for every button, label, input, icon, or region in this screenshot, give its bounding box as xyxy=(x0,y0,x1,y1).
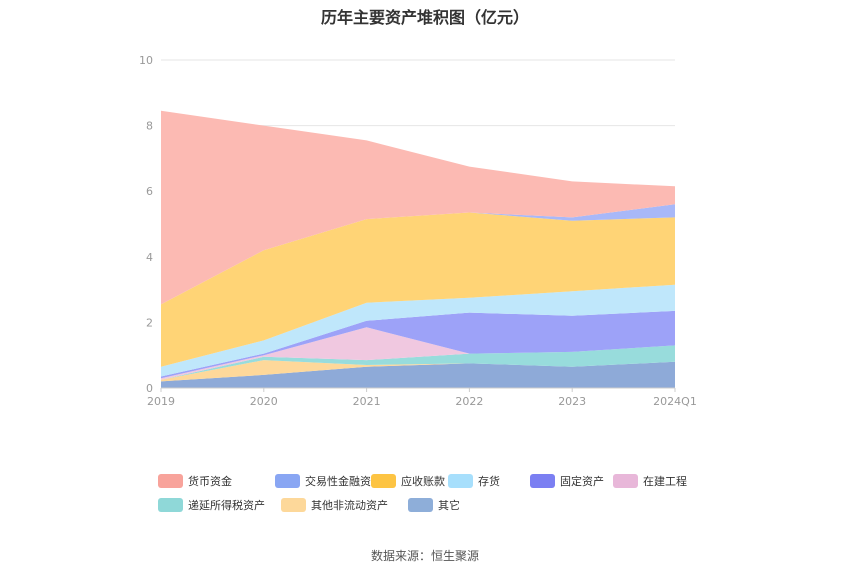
y-tick-label: 4 xyxy=(146,251,153,264)
legend-item[interactable]: 递延所得税资产 xyxy=(158,496,265,514)
y-tick-label: 6 xyxy=(146,185,153,198)
legend-item[interactable]: 其它 xyxy=(408,496,460,514)
legend-label: 货币资金 xyxy=(188,475,232,488)
legend-swatch xyxy=(371,474,396,488)
legend-item[interactable]: 固定资产 xyxy=(530,472,604,490)
legend-label: 交易性金融资产 xyxy=(305,475,382,488)
legend-item[interactable]: 货币资金 xyxy=(158,472,232,490)
x-tick-label: 2023 xyxy=(558,395,586,408)
area-series-7 xyxy=(161,204,675,305)
area-series-4 xyxy=(161,310,675,379)
x-tick-label: 2024Q1 xyxy=(653,395,697,408)
y-tick-label: 8 xyxy=(146,120,153,133)
legend-swatch xyxy=(448,474,473,488)
legend-swatch xyxy=(275,474,300,488)
area-series-1 xyxy=(161,360,675,382)
area-series-2 xyxy=(161,345,675,380)
x-tick-label: 2020 xyxy=(250,395,278,408)
legend-item[interactable]: 在建工程 xyxy=(613,472,687,490)
legend-swatch xyxy=(530,474,555,488)
legend-label: 递延所得税资产 xyxy=(188,499,265,512)
legend-swatch xyxy=(408,498,433,512)
axes: 0 2 4 6 8 10 2019 2020 2021 2022 2023 2024Q1 xyxy=(139,54,697,408)
legend-label: 其它 xyxy=(438,499,460,512)
legend-swatch xyxy=(158,498,183,512)
y-tick-label: 2 xyxy=(146,316,153,329)
legend-label: 在建工程 xyxy=(643,475,687,488)
legend-label: 固定资产 xyxy=(560,475,604,488)
y-tick-label: 10 xyxy=(139,54,153,67)
area-series-5 xyxy=(161,284,675,377)
legend-item[interactable]: 存货 xyxy=(448,472,500,490)
data-source-note: 数据来源：恒生聚源 xyxy=(370,549,479,563)
legend-label: 其他非流动资产 xyxy=(311,499,388,512)
legend-label: 存货 xyxy=(478,475,500,488)
x-tick-label: 2019 xyxy=(147,395,175,408)
legend-swatch xyxy=(613,474,638,488)
legend-swatch xyxy=(281,498,306,512)
legend-item[interactable]: 其他非流动资产 xyxy=(281,496,388,514)
x-tick-label: 2022 xyxy=(455,395,483,408)
area-series-3 xyxy=(161,327,675,380)
legend-swatch xyxy=(158,474,183,488)
legend-item[interactable]: 交易性金融资产 xyxy=(275,472,382,490)
area-series-6 xyxy=(161,212,675,367)
area-series xyxy=(161,110,675,388)
legend-item[interactable]: 应收账款 xyxy=(371,472,445,490)
area-series-0 xyxy=(161,361,675,388)
area-series-8 xyxy=(161,110,675,305)
x-tick-label: 2021 xyxy=(353,395,381,408)
legend-label: 应收账款 xyxy=(401,475,445,488)
chart-title: 历年主要资产堆积图（亿元） xyxy=(320,8,529,27)
y-tick-label: 0 xyxy=(146,382,153,395)
